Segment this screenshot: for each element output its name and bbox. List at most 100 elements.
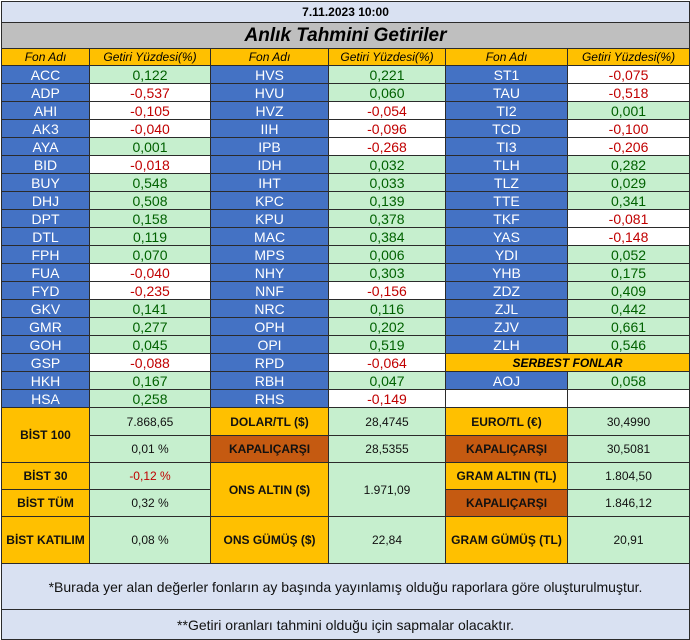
fund-return: 0,442 (566, 299, 690, 318)
dolar-kapalicarsi-value: 28,5355 (328, 435, 446, 463)
fund-return: 0,070 (89, 245, 211, 264)
fund-name: ADP (1, 83, 90, 102)
fund-return: 0,058 (566, 371, 690, 390)
market-row: BİST TÜM 0,32 % KAPALIÇARŞI 1.846,12 (1, 489, 690, 517)
gram-altin-kapalicarsi-label: KAPALIÇARŞI (445, 489, 568, 517)
fund-return: 0,548 (89, 173, 211, 192)
fund-name: KPC (210, 191, 329, 210)
fund-name: ZJV (445, 317, 568, 336)
fund-return: 0,052 (566, 245, 690, 264)
title-row: Anlık Tahmini Getiriler (0, 22, 690, 49)
fund-return: -0,156 (328, 281, 446, 300)
serbest-fonlar-label: SERBEST FONLAR (444, 353, 690, 372)
fund-name: TTE (445, 191, 568, 210)
table-row: FYD -0,235 NNF -0,156 ZDZ 0,409 (1, 281, 690, 300)
date-label: 7.11.2023 10:00 (0, 1, 690, 23)
fund-name: GMR (1, 317, 90, 336)
fund-return: 0,116 (328, 299, 446, 318)
fund-name: TLZ (445, 173, 568, 192)
table-row: FUA -0,040 NHY 0,303 YHB 0,175 (1, 263, 690, 282)
fund-return: 0,175 (566, 263, 690, 282)
table-row: ADP -0,537 HVU 0,060 TAU -0,518 (1, 83, 690, 102)
fund-name: RHS (210, 389, 329, 408)
fund-return: 0,001 (89, 137, 211, 156)
date-row: 7.11.2023 10:00 (0, 1, 690, 23)
fund-name: OPH (210, 317, 329, 336)
fund-return: 0,282 (566, 155, 690, 174)
return-header: Getiri Yüzdesi(%) (566, 48, 690, 66)
bist30-change: -0,12 % (89, 462, 211, 490)
table-row: AYA 0,001 IPB -0,268 TI3 -0,206 (1, 137, 690, 156)
table-row: BID -0,018 IDH 0,032 TLH 0,282 (1, 155, 690, 174)
fund-return: 0,033 (328, 173, 446, 192)
fund-name: ZLH (445, 335, 568, 354)
fund-name: TI3 (445, 137, 568, 156)
fund-name: IIH (210, 119, 329, 138)
fund-return: 0,047 (328, 371, 446, 390)
footnote-2: **Getiri oranları tahmini olduğu için sa… (0, 609, 690, 640)
fund-name: ACC (1, 65, 90, 84)
fund-return: -0,064 (328, 353, 446, 372)
fund-return: -0,537 (89, 83, 211, 102)
fund-name: HVS (210, 65, 329, 84)
fund-name: RBH (210, 371, 329, 390)
fund-return: 0,546 (566, 335, 690, 354)
euro-kapalicarsi-label: KAPALIÇARŞI (445, 435, 568, 463)
market-row: 0,01 % KAPALIÇARŞI 28,5355 KAPALIÇARŞI 3… (2, 435, 690, 463)
table-row: DPT 0,158 KPU 0,378 TKF -0,081 (1, 209, 690, 228)
fund-return: 0,141 (89, 299, 211, 318)
fund-name: DPT (1, 209, 90, 228)
fund-name: YDI (445, 245, 568, 264)
fund-name: DTL (1, 227, 90, 246)
fund-name: GOH (1, 335, 90, 354)
fund-return: -0,148 (566, 227, 690, 246)
fund-return: 0,409 (566, 281, 690, 300)
bist100-change: 0,01 % (89, 435, 211, 463)
table-row: GMR 0,277 OPH 0,202 ZJV 0,661 (1, 317, 690, 336)
fund-name: HKH (1, 371, 90, 390)
fund-header: Fon Adı (210, 48, 329, 66)
fund-return: -0,088 (89, 353, 211, 372)
fund-name: GKV (1, 299, 90, 318)
fund-name: NHY (210, 263, 329, 282)
euro-value: 30,4990 (566, 407, 690, 436)
fund-name: TKF (445, 209, 568, 228)
fund-name: AK3 (1, 119, 90, 138)
fund-return: 0,378 (328, 209, 446, 228)
bist30-label: BİST 30 (1, 462, 90, 490)
fund-return: -0,040 (89, 263, 211, 282)
fund-name: TAU (445, 83, 568, 102)
table-row: GKV 0,141 NRC 0,116 ZJL 0,442 (1, 299, 690, 318)
fund-return: 0,119 (89, 227, 211, 246)
fund-return: 0,045 (89, 335, 211, 354)
fund-name: TI2 (445, 101, 568, 120)
fund-header: Fon Adı (1, 48, 90, 66)
euro-kapalicarsi-value: 30,5081 (566, 435, 690, 463)
fund-return: -0,105 (89, 101, 211, 120)
fund-name: IHT (210, 173, 329, 192)
ons-altin-label: ONS ALTIN ($) (210, 462, 329, 517)
header-row: Fon Adı Getiri Yüzdesi(%) Fon Adı Getiri… (1, 48, 690, 66)
fund-name: YAS (445, 227, 568, 246)
fund-name: FYD (1, 281, 90, 300)
market-row: BİST 30 -0,12 % ONS ALTIN ($) 1.971,09 G… (1, 462, 690, 517)
fund-name: AOJ (445, 371, 568, 390)
return-header: Getiri Yüzdesi(%) (328, 48, 446, 66)
fund-return: 0,032 (328, 155, 446, 174)
fund-return: -0,075 (566, 65, 690, 84)
fund-name: ST1 (445, 65, 568, 84)
fund-return: -0,268 (328, 137, 446, 156)
table-row: GSP -0,088 RPD -0,064 SERBEST FONLAR (1, 353, 690, 372)
market-row: BİST KATILIM 0,08 % ONS GÜMÜŞ ($) 22,84 … (1, 516, 690, 564)
fund-return: 0,060 (328, 83, 446, 102)
fund-return: 0,303 (328, 263, 446, 282)
fund-name: IDH (210, 155, 329, 174)
fund-return: 0,139 (328, 191, 446, 210)
fund-return: -0,018 (89, 155, 211, 174)
empty-cell (445, 389, 568, 408)
fund-return: 0,158 (89, 209, 211, 228)
fund-return: 0,122 (89, 65, 211, 84)
fund-return: 0,202 (328, 317, 446, 336)
fund-return: 0,221 (328, 65, 446, 84)
fund-name: ZJL (445, 299, 568, 318)
